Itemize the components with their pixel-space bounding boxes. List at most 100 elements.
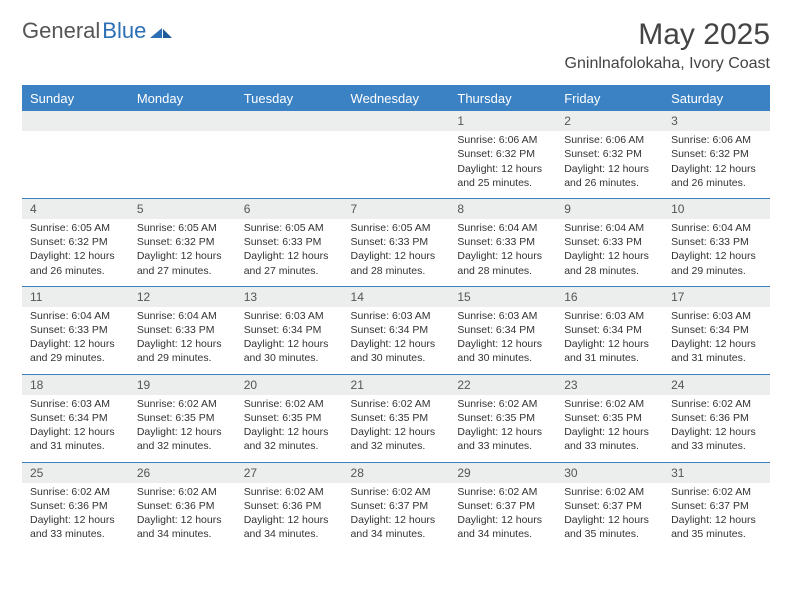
day-number-cell: 2 <box>556 111 663 132</box>
day-info-cell: Sunrise: 6:02 AMSunset: 6:37 PMDaylight:… <box>343 483 450 550</box>
day-info-cell: Sunrise: 6:06 AMSunset: 6:32 PMDaylight:… <box>556 131 663 198</box>
sunrise-text: Sunrise: 6:06 AM <box>671 133 762 147</box>
sunset-text: Sunset: 6:32 PM <box>457 147 548 161</box>
day-info-cell: Sunrise: 6:02 AMSunset: 6:35 PMDaylight:… <box>236 395 343 462</box>
sunrise-text: Sunrise: 6:02 AM <box>671 485 762 499</box>
day-info-cell: Sunrise: 6:04 AMSunset: 6:33 PMDaylight:… <box>556 219 663 286</box>
sunset-text: Sunset: 6:33 PM <box>671 235 762 249</box>
sunrise-text: Sunrise: 6:03 AM <box>564 309 655 323</box>
day-info-cell: Sunrise: 6:03 AMSunset: 6:34 PMDaylight:… <box>343 307 450 374</box>
sunset-text: Sunset: 6:36 PM <box>244 499 335 513</box>
day-number-cell: 29 <box>449 462 556 483</box>
daylight-text: Daylight: 12 hours and 33 minutes. <box>457 425 548 453</box>
day-info-cell: Sunrise: 6:02 AMSunset: 6:35 PMDaylight:… <box>129 395 236 462</box>
day-info-cell: Sunrise: 6:02 AMSunset: 6:36 PMDaylight:… <box>663 395 770 462</box>
info-row: Sunrise: 6:04 AMSunset: 6:33 PMDaylight:… <box>22 307 770 374</box>
sunset-text: Sunset: 6:37 PM <box>351 499 442 513</box>
sunset-text: Sunset: 6:35 PM <box>564 411 655 425</box>
logo-text-general: General <box>22 18 100 44</box>
day-number-cell: 30 <box>556 462 663 483</box>
sunrise-text: Sunrise: 6:05 AM <box>244 221 335 235</box>
sunrise-text: Sunrise: 6:02 AM <box>457 485 548 499</box>
day-info-cell: Sunrise: 6:06 AMSunset: 6:32 PMDaylight:… <box>663 131 770 198</box>
sunrise-text: Sunrise: 6:02 AM <box>351 485 442 499</box>
sunrise-text: Sunrise: 6:02 AM <box>137 485 228 499</box>
daylight-text: Daylight: 12 hours and 28 minutes. <box>457 249 548 277</box>
info-row: Sunrise: 6:06 AMSunset: 6:32 PMDaylight:… <box>22 131 770 198</box>
sunrise-text: Sunrise: 6:02 AM <box>564 485 655 499</box>
daylight-text: Daylight: 12 hours and 27 minutes. <box>244 249 335 277</box>
sunset-text: Sunset: 6:33 PM <box>351 235 442 249</box>
daynum-row: 18192021222324 <box>22 374 770 395</box>
sunset-text: Sunset: 6:33 PM <box>564 235 655 249</box>
sunset-text: Sunset: 6:33 PM <box>244 235 335 249</box>
day-info-cell: Sunrise: 6:03 AMSunset: 6:34 PMDaylight:… <box>663 307 770 374</box>
sunset-text: Sunset: 6:35 PM <box>244 411 335 425</box>
daylight-text: Daylight: 12 hours and 25 minutes. <box>457 162 548 190</box>
day-info-cell: Sunrise: 6:04 AMSunset: 6:33 PMDaylight:… <box>449 219 556 286</box>
sunset-text: Sunset: 6:32 PM <box>137 235 228 249</box>
daylight-text: Daylight: 12 hours and 26 minutes. <box>671 162 762 190</box>
sunset-text: Sunset: 6:35 PM <box>351 411 442 425</box>
day-info-cell: Sunrise: 6:02 AMSunset: 6:35 PMDaylight:… <box>449 395 556 462</box>
sunset-text: Sunset: 6:33 PM <box>457 235 548 249</box>
day-info-cell: Sunrise: 6:02 AMSunset: 6:36 PMDaylight:… <box>236 483 343 550</box>
weekday-header: Monday <box>129 86 236 111</box>
sunrise-text: Sunrise: 6:02 AM <box>137 397 228 411</box>
daylight-text: Daylight: 12 hours and 31 minutes. <box>564 337 655 365</box>
daylight-text: Daylight: 12 hours and 34 minutes. <box>137 513 228 541</box>
daylight-text: Daylight: 12 hours and 31 minutes. <box>30 425 121 453</box>
sunset-text: Sunset: 6:34 PM <box>30 411 121 425</box>
sunrise-text: Sunrise: 6:02 AM <box>564 397 655 411</box>
calendar-page: GeneralBlue May 2025 Gninlnafolokaha, Iv… <box>0 0 792 559</box>
sunset-text: Sunset: 6:32 PM <box>671 147 762 161</box>
daynum-row: 11121314151617 <box>22 286 770 307</box>
sunset-text: Sunset: 6:34 PM <box>351 323 442 337</box>
location: Gninlnafolokaha, Ivory Coast <box>565 55 770 73</box>
daylight-text: Daylight: 12 hours and 33 minutes. <box>30 513 121 541</box>
day-info-cell <box>343 131 450 198</box>
daylight-text: Daylight: 12 hours and 30 minutes. <box>457 337 548 365</box>
day-info-cell <box>129 131 236 198</box>
sunset-text: Sunset: 6:36 PM <box>137 499 228 513</box>
sunrise-text: Sunrise: 6:03 AM <box>244 309 335 323</box>
day-info-cell <box>22 131 129 198</box>
day-number-cell: 22 <box>449 374 556 395</box>
day-number-cell: 23 <box>556 374 663 395</box>
daylight-text: Daylight: 12 hours and 35 minutes. <box>671 513 762 541</box>
sunrise-text: Sunrise: 6:03 AM <box>457 309 548 323</box>
day-info-cell: Sunrise: 6:02 AMSunset: 6:35 PMDaylight:… <box>556 395 663 462</box>
sunrise-text: Sunrise: 6:03 AM <box>351 309 442 323</box>
day-info-cell: Sunrise: 6:05 AMSunset: 6:33 PMDaylight:… <box>343 219 450 286</box>
info-row: Sunrise: 6:05 AMSunset: 6:32 PMDaylight:… <box>22 219 770 286</box>
logo-text-blue: Blue <box>102 18 146 44</box>
day-number-cell: 4 <box>22 198 129 219</box>
day-number-cell: 11 <box>22 286 129 307</box>
day-number-cell: 17 <box>663 286 770 307</box>
day-info-cell: Sunrise: 6:04 AMSunset: 6:33 PMDaylight:… <box>663 219 770 286</box>
daylight-text: Daylight: 12 hours and 28 minutes. <box>564 249 655 277</box>
daylight-text: Daylight: 12 hours and 27 minutes. <box>137 249 228 277</box>
title-block: May 2025 Gninlnafolokaha, Ivory Coast <box>565 18 770 73</box>
day-info-cell: Sunrise: 6:03 AMSunset: 6:34 PMDaylight:… <box>556 307 663 374</box>
daylight-text: Daylight: 12 hours and 34 minutes. <box>457 513 548 541</box>
daylight-text: Daylight: 12 hours and 32 minutes. <box>244 425 335 453</box>
sunrise-text: Sunrise: 6:02 AM <box>457 397 548 411</box>
day-info-cell: Sunrise: 6:02 AMSunset: 6:37 PMDaylight:… <box>449 483 556 550</box>
sunset-text: Sunset: 6:34 PM <box>564 323 655 337</box>
daynum-row: 25262728293031 <box>22 462 770 483</box>
daylight-text: Daylight: 12 hours and 30 minutes. <box>244 337 335 365</box>
day-number-cell: 19 <box>129 374 236 395</box>
daylight-text: Daylight: 12 hours and 33 minutes. <box>564 425 655 453</box>
daylight-text: Daylight: 12 hours and 35 minutes. <box>564 513 655 541</box>
sunrise-text: Sunrise: 6:04 AM <box>564 221 655 235</box>
weekday-header: Wednesday <box>343 86 450 111</box>
day-number-cell <box>129 111 236 132</box>
day-info-cell: Sunrise: 6:05 AMSunset: 6:32 PMDaylight:… <box>129 219 236 286</box>
daylight-text: Daylight: 12 hours and 34 minutes. <box>244 513 335 541</box>
sunrise-text: Sunrise: 6:04 AM <box>137 309 228 323</box>
day-number-cell <box>236 111 343 132</box>
sunrise-text: Sunrise: 6:05 AM <box>137 221 228 235</box>
day-info-cell: Sunrise: 6:02 AMSunset: 6:36 PMDaylight:… <box>129 483 236 550</box>
weekday-header: Tuesday <box>236 86 343 111</box>
